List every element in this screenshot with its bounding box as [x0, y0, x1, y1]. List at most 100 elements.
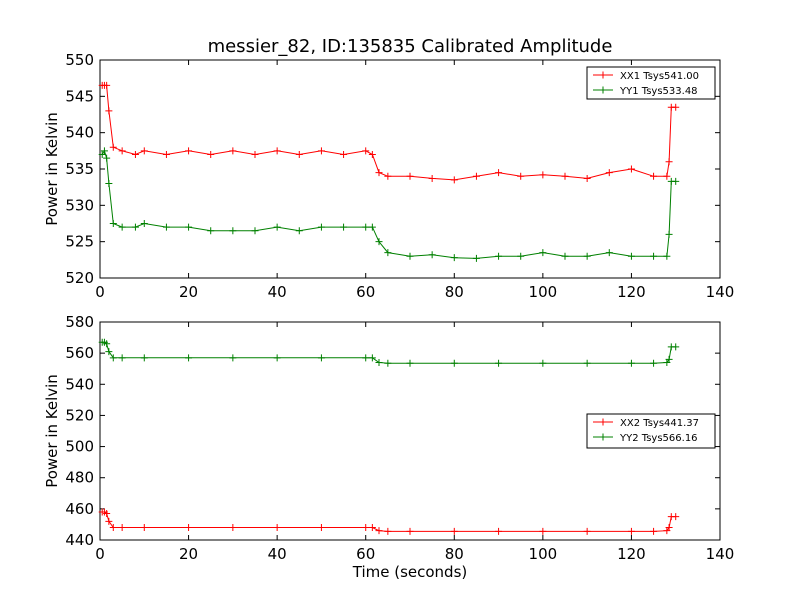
data-point: [207, 150, 215, 158]
data-point: [185, 223, 193, 231]
data-point: [207, 227, 215, 235]
data-point: [384, 172, 392, 180]
x-tick-label: 40: [268, 283, 287, 301]
data-point: [495, 359, 503, 367]
data-point: [406, 359, 414, 367]
data-point: [273, 524, 281, 532]
data-point: [472, 172, 480, 180]
data-point: [103, 510, 111, 518]
data-point: [672, 177, 680, 185]
data-point: [229, 354, 237, 362]
data-point: [583, 252, 591, 260]
data-point: [109, 524, 117, 532]
y-tick-label: 560: [65, 344, 94, 362]
data-point: [229, 147, 237, 155]
data-point: [105, 180, 113, 188]
data-point: [185, 354, 193, 362]
data-point: [650, 359, 658, 367]
data-point: [295, 150, 303, 158]
data-point: [131, 150, 139, 158]
legend-entry-label: XX2 Tsys441.37: [620, 418, 699, 429]
data-point: [450, 527, 458, 535]
data-point: [539, 171, 547, 179]
data-point: [406, 252, 414, 260]
data-point: [539, 359, 547, 367]
data-point: [561, 172, 569, 180]
data-point: [517, 172, 525, 180]
data-point: [105, 107, 113, 115]
data-point: [362, 223, 370, 231]
y-tick-label: 460: [65, 500, 94, 518]
data-point: [539, 527, 547, 535]
data-point: [118, 524, 126, 532]
y-tick-label: 520: [65, 406, 94, 424]
data-point: [605, 169, 613, 177]
y-tick-label: 530: [65, 196, 94, 214]
x-tick-label: 80: [445, 545, 464, 563]
x-tick-label: 0: [95, 545, 105, 563]
data-point: [368, 150, 376, 158]
data-point: [103, 340, 111, 348]
x-tick-label: 60: [356, 545, 375, 563]
data-point: [672, 513, 680, 521]
data-point: [140, 220, 148, 227]
data-point: [665, 230, 673, 238]
y-axis-label: Power in Kelvin: [43, 112, 61, 226]
data-point: [295, 227, 303, 235]
data-point: [650, 252, 658, 260]
data-point: [273, 354, 281, 362]
data-point: [317, 354, 325, 362]
data-point: [362, 524, 370, 532]
data-point: [495, 169, 503, 177]
data-point: [317, 223, 325, 231]
y-tick-label: 520: [65, 269, 94, 287]
data-point: [672, 103, 680, 111]
data-point: [140, 524, 148, 532]
data-point: [428, 251, 436, 259]
data-point: [583, 174, 591, 182]
series-yy1: [98, 147, 680, 262]
data-point: [665, 355, 673, 363]
data-point: [384, 527, 392, 535]
data-point: [340, 150, 348, 158]
data-point: [162, 223, 170, 231]
data-point: [406, 172, 414, 180]
data-point: [103, 154, 111, 162]
data-point: [495, 252, 503, 260]
data-point: [109, 220, 117, 227]
data-point: [375, 169, 383, 177]
x-tick-label: 100: [529, 283, 558, 301]
legend-swatch-marker: [599, 418, 607, 426]
x-tick-label: 80: [445, 283, 464, 301]
y-tick-label: 580: [65, 313, 94, 331]
data-point: [665, 158, 673, 166]
x-tick-label: 120: [617, 545, 646, 563]
data-point: [428, 174, 436, 182]
x-tick-label: 140: [706, 545, 735, 563]
data-point: [98, 150, 106, 158]
data-point: [368, 354, 376, 362]
x-tick-label: 140: [706, 283, 735, 301]
data-point: [539, 249, 547, 257]
chart-title: messier_82, ID:135835 Calibrated Amplitu…: [208, 36, 613, 57]
y-tick-label: 500: [65, 438, 94, 456]
x-tick-label: 100: [529, 545, 558, 563]
data-point: [109, 354, 117, 362]
y-tick-label: 440: [65, 531, 94, 549]
data-point: [450, 359, 458, 367]
data-point: [672, 343, 680, 351]
data-point: [650, 527, 658, 535]
data-point: [105, 517, 113, 525]
data-point: [368, 524, 376, 532]
x-tick-label: 40: [268, 545, 287, 563]
data-point: [472, 254, 480, 262]
y-tick-label: 480: [65, 469, 94, 487]
data-point: [627, 252, 635, 260]
series-line: [101, 149, 676, 259]
data-point: [495, 527, 503, 535]
data-point: [627, 359, 635, 367]
data-point: [375, 358, 383, 366]
data-point: [650, 172, 658, 180]
y-tick-label: 540: [65, 375, 94, 393]
